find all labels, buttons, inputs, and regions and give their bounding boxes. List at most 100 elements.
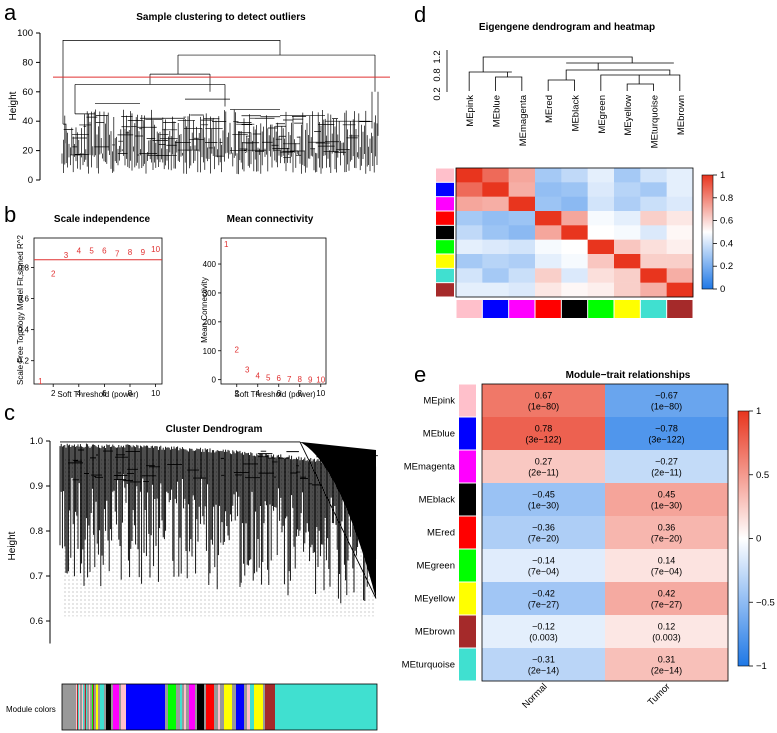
- d-heat-cell: [666, 254, 694, 269]
- d-dendro-tick-label: 1.2: [432, 50, 443, 63]
- panel-label-e: e: [414, 362, 426, 387]
- b2-x-tick-label: 8: [298, 389, 303, 398]
- c-color-segment: [77, 684, 78, 730]
- b1-y-tick-label: 0.8: [18, 264, 30, 273]
- d-col-color: [561, 300, 588, 318]
- b1-point-label: 8: [128, 248, 133, 257]
- e-cell-value: 0.67: [535, 391, 553, 401]
- c-color-segment: [86, 684, 87, 730]
- c-color-segment: [76, 684, 77, 730]
- b1-x-tick-label: 2: [51, 389, 56, 398]
- d-heat-cell: [508, 182, 536, 197]
- c-color-segment: [254, 684, 263, 730]
- panel-b2-title: Mean connectivity: [227, 214, 314, 225]
- e-cell-pvalue: (1e−30): [528, 501, 559, 511]
- e-row-color: [459, 417, 476, 450]
- b2-y-tick-label: 300: [203, 289, 217, 298]
- e-cell-pvalue: (1e−80): [528, 402, 559, 412]
- e-cell-pvalue: (2e−11): [528, 468, 559, 478]
- a-y-tick-label: 100: [17, 28, 33, 39]
- d-module-label: MEyellow: [623, 95, 634, 136]
- d-heat-cell: [614, 211, 641, 226]
- module-colors-label: Module colors: [6, 705, 56, 714]
- b2-x-tick-label: 10: [316, 389, 325, 398]
- d-heat-cell: [640, 168, 667, 183]
- panel-b2-xlabel: Soft Threshold (power): [234, 390, 316, 399]
- d-col-color: [535, 300, 561, 318]
- e-column-label: Tumor: [646, 681, 673, 708]
- c-color-segment: [247, 684, 250, 730]
- module-trait-colorbar: 1 0.5 0 −0.5 −1: [737, 406, 775, 672]
- e-colorbar-tick-label: 0.5: [756, 470, 769, 481]
- c-color-segment: [80, 684, 82, 730]
- d-heat-cell: [666, 239, 694, 255]
- d-heat-cell: [561, 225, 588, 240]
- c-color-segment: [197, 684, 204, 730]
- e-row-color: [459, 483, 476, 516]
- e-row-label: MEpink: [423, 396, 455, 407]
- d-heat-cell: [561, 268, 588, 283]
- d-heat-cell: [640, 239, 667, 255]
- c-color-segment: [265, 684, 275, 730]
- d-heat-cell: [482, 239, 509, 255]
- d-heat-cell: [535, 182, 562, 197]
- d-heat-cell: [535, 282, 562, 298]
- d-row-color: [436, 168, 454, 182]
- panel-c: Cluster Dendrogram Height Module colors …: [6, 424, 378, 731]
- e-heat-cell: [482, 648, 606, 682]
- e-cell-value: 0.78: [535, 424, 553, 434]
- d-heat-cell: [614, 239, 641, 255]
- b2-x-tick-label: 2: [235, 389, 240, 398]
- panel-e-title: Module−trait relationships: [566, 370, 691, 381]
- b1-point-label: 1: [38, 377, 43, 386]
- d-heat-cell: [614, 282, 641, 298]
- c-color-segment: [244, 684, 247, 730]
- panel-c-title: Cluster Dendrogram: [166, 424, 263, 435]
- e-row-color: [459, 582, 476, 615]
- e-heat-cell: [482, 582, 606, 616]
- d-heat-cell: [482, 211, 509, 226]
- d-colorbar-tick-label: 0.2: [720, 261, 733, 272]
- panel-d-title: Eigengene dendrogram and heatmap: [479, 22, 655, 33]
- c-color-segment: [218, 684, 220, 730]
- b2-point-label: 9: [308, 375, 313, 384]
- d-module-label: MEbrown: [676, 95, 687, 135]
- b1-point-label: 7: [115, 250, 120, 259]
- e-cell-pvalue: (1e−80): [651, 402, 682, 412]
- panel-e: Module−trait relationships 0.67(1e−80)−0…: [402, 370, 775, 711]
- e-cell-value: −0.36: [532, 523, 555, 533]
- b2-y-tick-label: 100: [203, 347, 217, 356]
- d-module-label: MEturquoise: [650, 95, 661, 148]
- c-y-tick-label: 0.9: [30, 481, 43, 492]
- d-heat-cell: [666, 196, 694, 212]
- c-y-tick-label: 1.0: [30, 436, 43, 447]
- d-heat-cell: [535, 268, 562, 283]
- d-heat-cell: [456, 182, 483, 197]
- d-heat-cell: [482, 168, 509, 183]
- panel-a-dendrogram: [61, 40, 379, 175]
- d-dendro-tick-label: 0.8: [432, 68, 443, 81]
- e-heat-cell: [482, 384, 606, 418]
- panel-a-ylabel: Height: [8, 91, 19, 120]
- b1-x-tick-label: 6: [102, 389, 107, 398]
- d-heat-cell: [561, 196, 588, 212]
- d-row-color: [436, 254, 454, 268]
- d-heat-cell: [482, 182, 509, 197]
- b2-point-label: 3: [245, 366, 250, 375]
- c-color-segment: [220, 684, 224, 730]
- e-cell-value: −0.14: [532, 556, 555, 566]
- e-row-label: MEyellow: [414, 594, 455, 605]
- a-y-tick-label: 40: [22, 116, 33, 127]
- b1-x-tick-label: 4: [77, 389, 82, 398]
- d-row-color: [436, 197, 454, 211]
- b2-point-label: 2: [235, 345, 240, 354]
- c-y-tick-label: 0.7: [30, 571, 43, 582]
- panel-c-dendrogram: [59, 441, 378, 617]
- c-color-segment: [224, 684, 232, 730]
- b2-point-label: 7: [287, 375, 292, 384]
- e-cell-value: −0.78: [655, 424, 678, 434]
- e-heat-cell: [605, 648, 729, 682]
- e-heat-cell: [605, 549, 729, 583]
- c-color-segment: [168, 684, 176, 730]
